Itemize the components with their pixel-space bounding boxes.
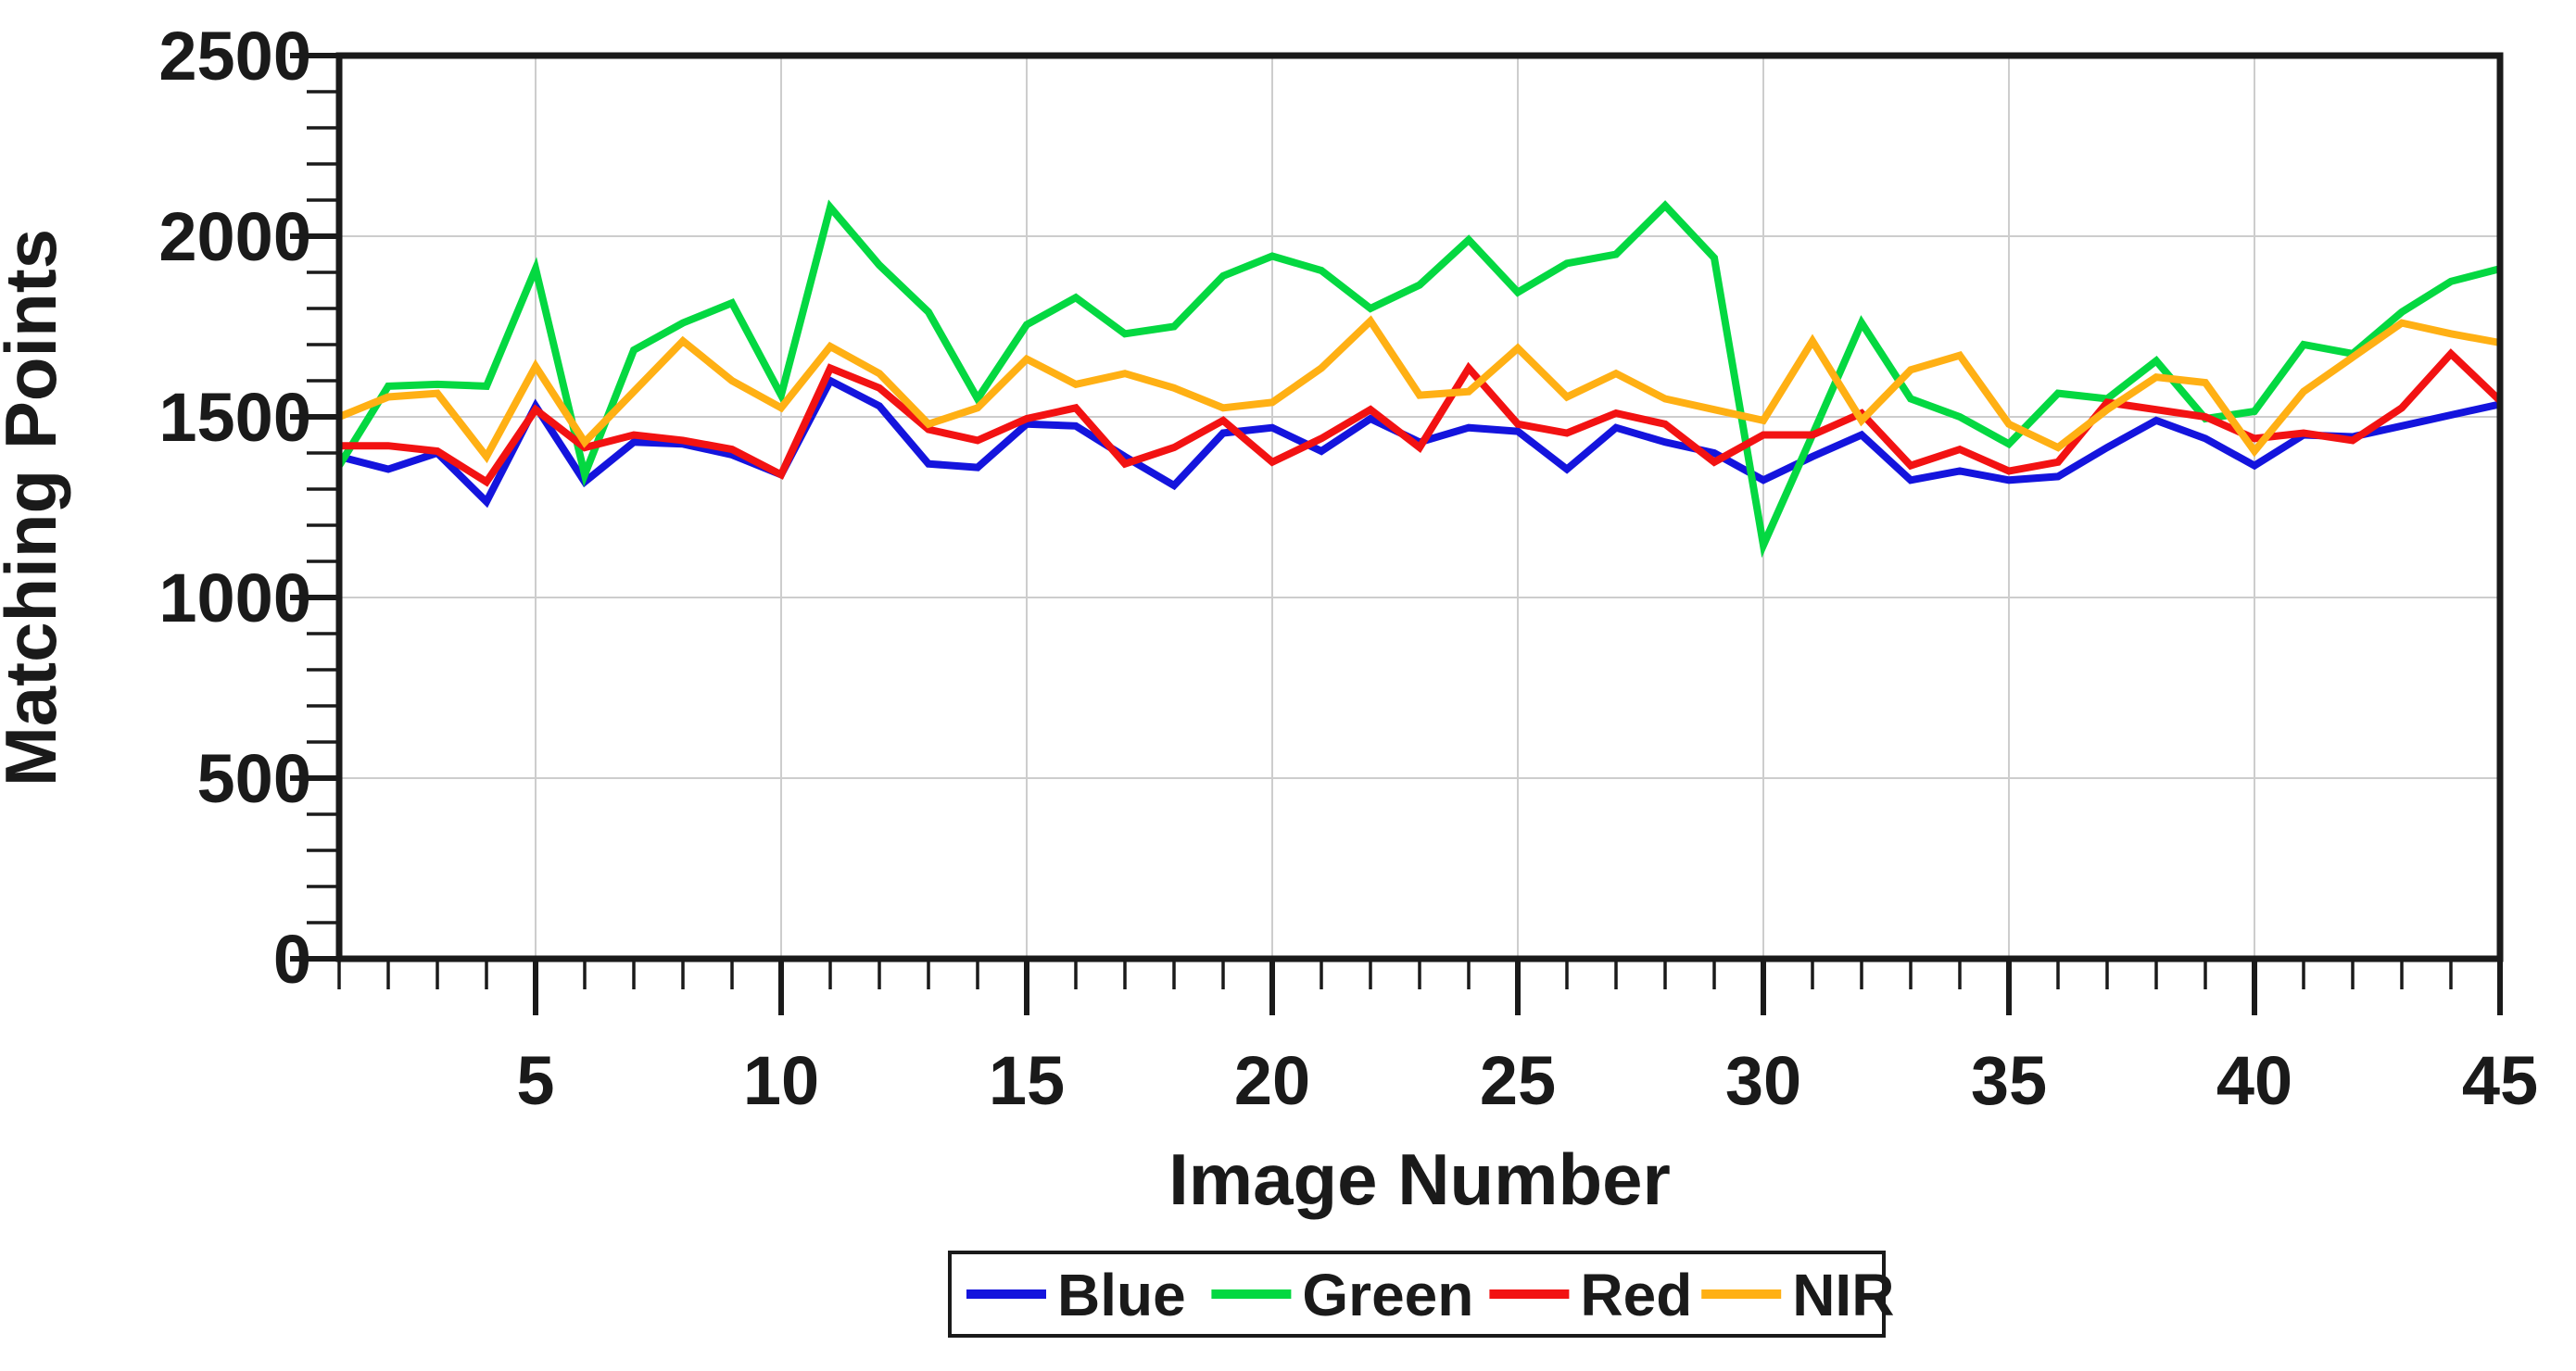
y-tick-label-1000: 1000 (158, 560, 311, 636)
x-tick-label-15: 15 (989, 1042, 1065, 1119)
x-tick-label-20: 20 (1234, 1042, 1310, 1119)
x-tick-label-30: 30 (1725, 1042, 1801, 1119)
series-line-nir (337, 315, 2501, 464)
legend-label-blue: Blue (1057, 1262, 1186, 1328)
y-tick-label-1500: 1500 (158, 379, 311, 456)
x-tick-label-5: 5 (516, 1042, 554, 1119)
x-tick-label-35: 35 (1971, 1042, 2047, 1119)
y-tick-label-0: 0 (273, 921, 311, 998)
x-tick-label-10: 10 (743, 1042, 819, 1119)
legend-label-red: Red (1580, 1262, 1692, 1328)
x-tick-label-25: 25 (1480, 1042, 1556, 1119)
series-lines (335, 199, 2503, 559)
y-tick-label-2500: 2500 (158, 18, 311, 94)
x-tick-label-40: 40 (2216, 1042, 2292, 1119)
x-axis-title: Image Number (1168, 1138, 1671, 1220)
y-tick-label-2000: 2000 (158, 198, 311, 275)
series-line-green (335, 199, 2502, 559)
plot-border (335, 52, 2504, 962)
y-tick-label-500: 500 (197, 740, 311, 817)
legend-label-nir: NIR (1792, 1262, 1894, 1328)
y-axis-title: Matching Points (0, 229, 71, 786)
gridlines (339, 56, 2500, 959)
x-tick-label-45: 45 (2462, 1042, 2538, 1119)
legend: Blue Green Red NIR (948, 1251, 1894, 1338)
axis-ticks (290, 53, 2503, 1015)
legend-label-green: Green (1302, 1262, 1473, 1328)
series-line-red (339, 348, 2503, 487)
tick-labels: 0 500 1000 1500 2000 2500 5 10 15 20 25 30 35 40 45 (158, 18, 2538, 1119)
